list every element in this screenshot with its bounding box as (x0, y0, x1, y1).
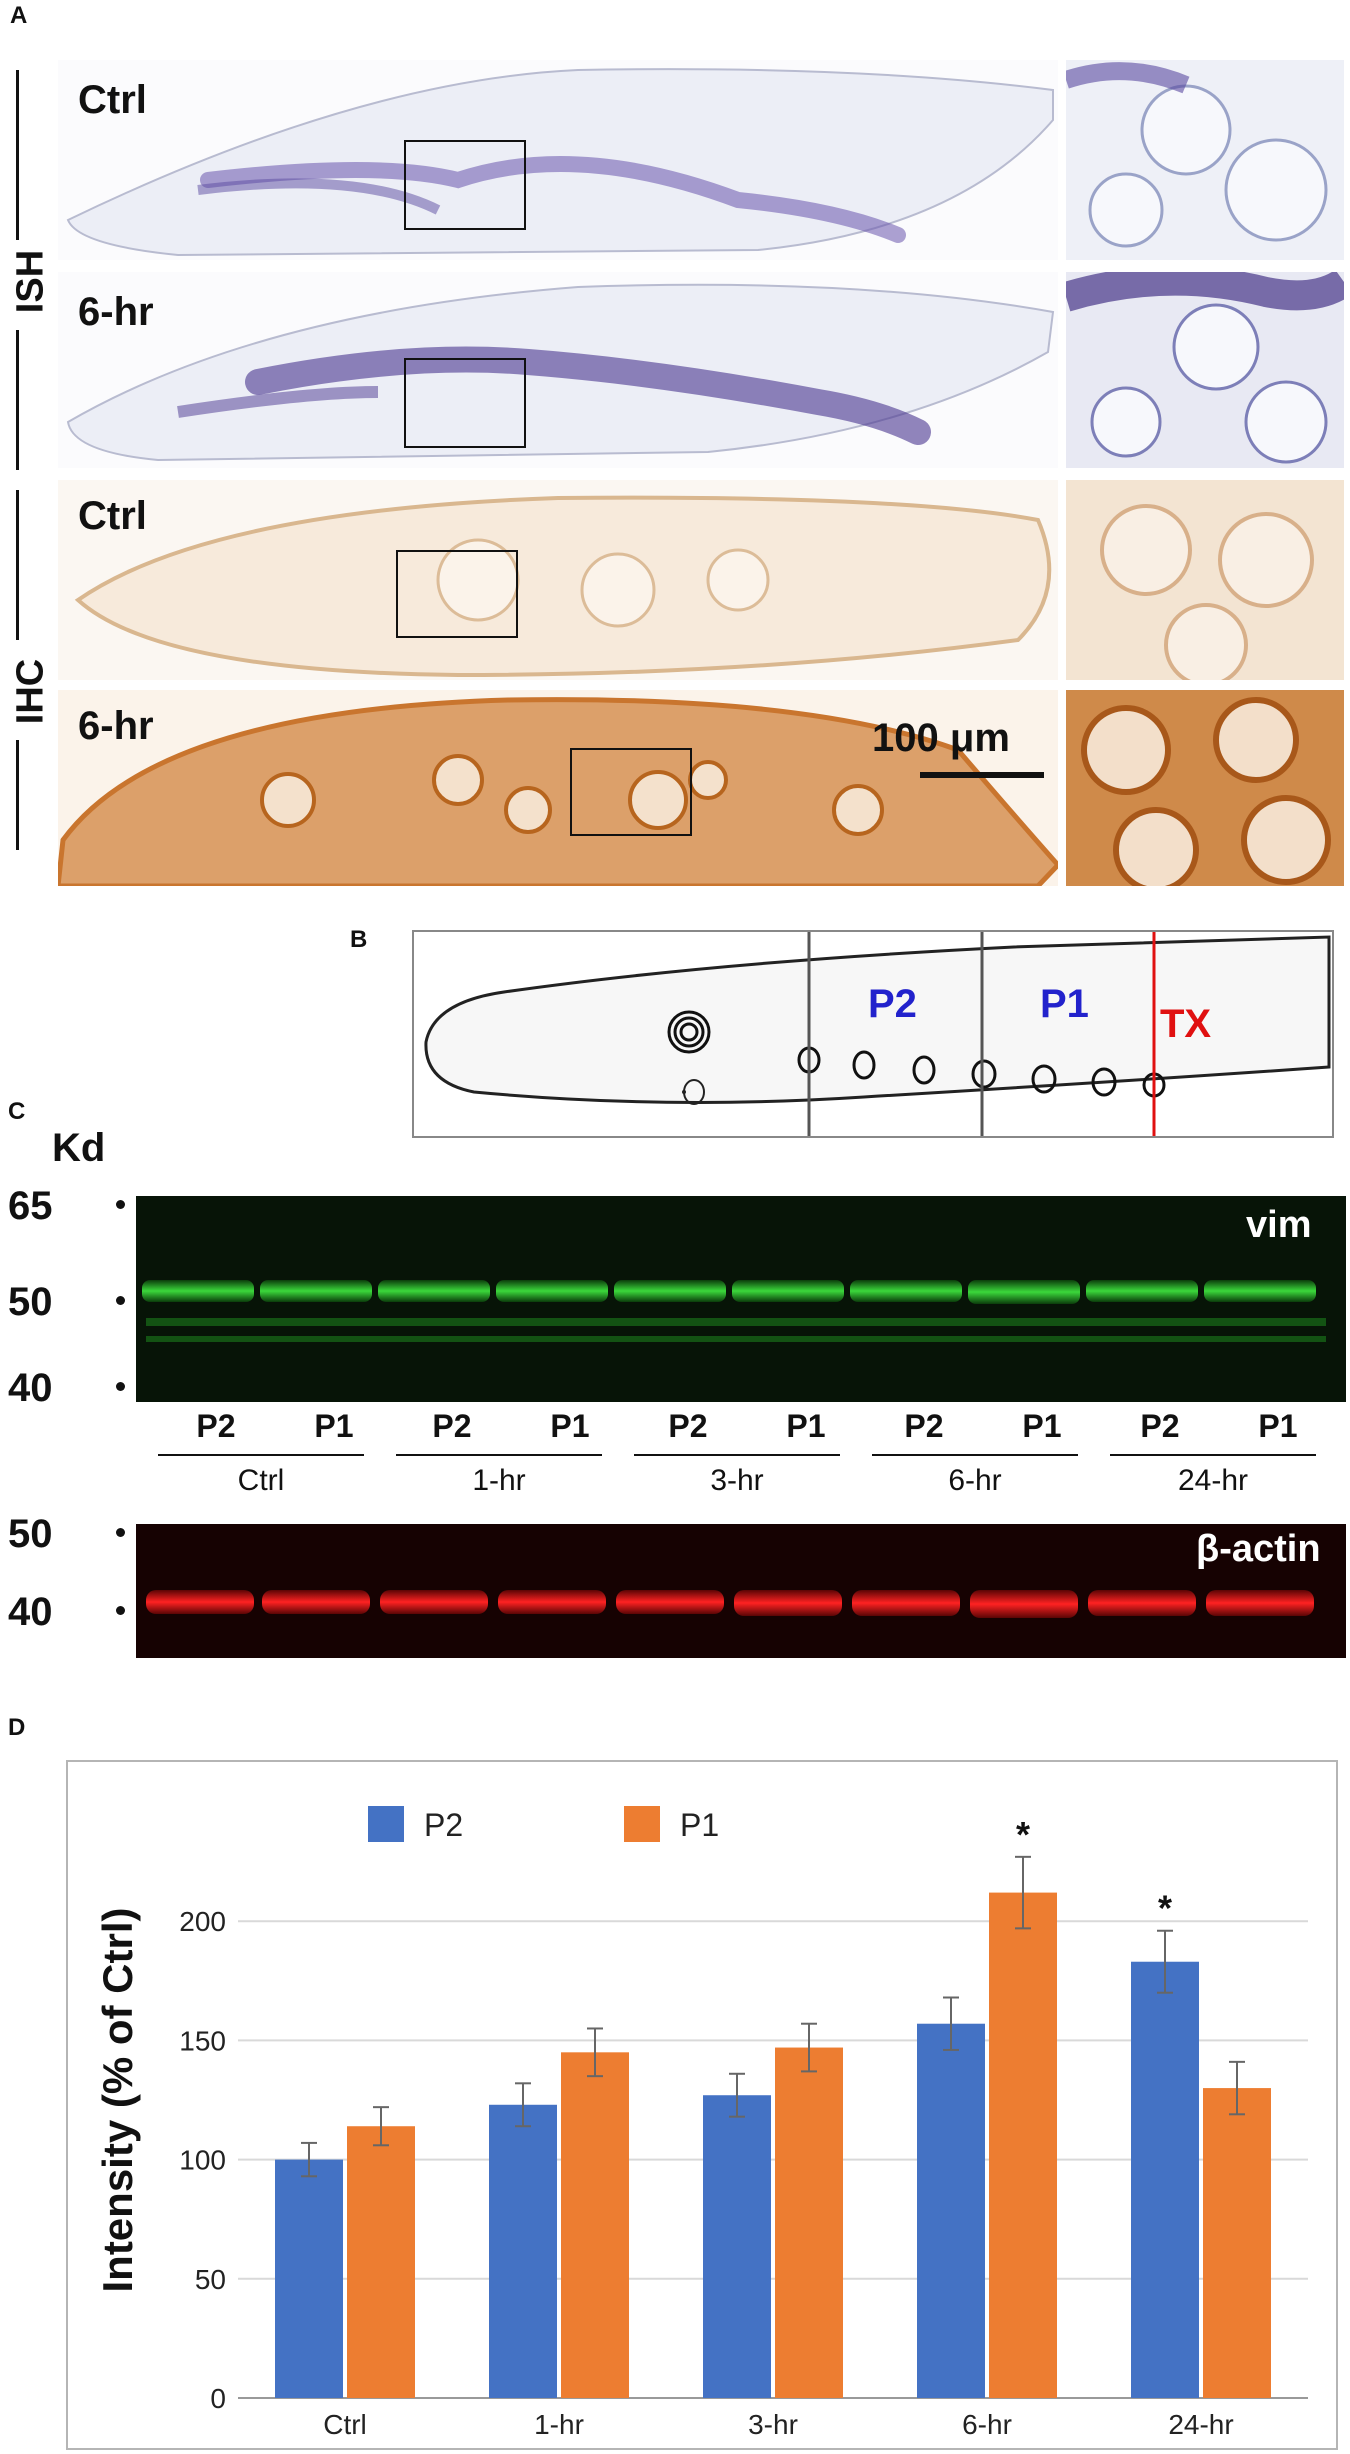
marker-dot (116, 1296, 125, 1305)
ihc-ctrl-label: Ctrl (78, 494, 147, 538)
ish-ctrl-inset-box (404, 140, 526, 230)
marker-dot (116, 1382, 125, 1391)
lane-label: P2 (1140, 1408, 1180, 1444)
group-underline (158, 1454, 364, 1456)
bar-chart: 0 50 100 150 200 Intensity (% of Ctrl) Ctrl 1-h… (94, 1806, 1308, 2440)
actin-western-blot (136, 1524, 1346, 1658)
bar-p1 (561, 2052, 629, 2398)
group-underline (634, 1454, 840, 1456)
lane-label: P2 (668, 1408, 708, 1444)
group-label: Ctrl (237, 1464, 285, 1497)
lane-label: P1 (1258, 1408, 1298, 1444)
vim-marker-65: 65 (8, 1184, 53, 1228)
group-label: 24-hr (1177, 1464, 1249, 1497)
ish-6hr-inset-box (404, 358, 526, 448)
bar-p2 (275, 2159, 343, 2398)
legend-swatch-p1 (624, 1806, 660, 1842)
bar-p1 (989, 1892, 1057, 2398)
ihc-6hr-inset-box (570, 748, 692, 836)
ihc-ctrl-image (58, 480, 1058, 680)
group-label: 6-hr (948, 1464, 1002, 1497)
ish-ctrl-image (58, 60, 1058, 260)
vim-marker-40: 40 (8, 1366, 53, 1410)
significance-star: * (1158, 1888, 1172, 1929)
group-underline (1110, 1454, 1316, 1456)
lane-label: P2 (904, 1408, 944, 1444)
bar-p2 (703, 2095, 771, 2398)
panel-b-letter: B (350, 926, 368, 953)
panel-a-letter: A (10, 2, 28, 29)
ihc-label: IHC (9, 658, 52, 725)
actin-marker-40: 40 (8, 1590, 53, 1634)
ihc-bracket-bottom (16, 740, 19, 850)
bar-p1 (1203, 2088, 1271, 2398)
bar-p2 (489, 2104, 557, 2398)
ihc-6hr-image (58, 690, 1058, 886)
vim-blot-label: vim (1246, 1204, 1312, 1246)
vim-western-blot (136, 1196, 1346, 1402)
y-axis-title: Intensity (% of Ctrl) (94, 1908, 141, 2293)
ish-ctrl-zoom-image (1066, 60, 1344, 260)
y-tick-label: 150 (179, 2025, 226, 2056)
ish-6hr-image (58, 272, 1058, 468)
bar-p1 (347, 2126, 415, 2398)
x-tick-label: 6-hr (962, 2409, 1012, 2440)
group-underline (872, 1454, 1078, 1456)
lane-label: P2 (196, 1408, 236, 1444)
lane-label: P1 (550, 1408, 590, 1444)
y-tick-label: 50 (195, 2264, 226, 2295)
lane-label: P2 (432, 1408, 472, 1444)
marker-dot (116, 1528, 125, 1537)
ihc-ctrl-inset-box (396, 550, 518, 638)
significance-star: * (1016, 1814, 1030, 1855)
bar-chart-frame: 0 50 100 150 200 Intensity (% of Ctrl) Ctrl 1-h… (66, 1760, 1338, 2450)
lane-label: P1 (1022, 1408, 1062, 1444)
ihc-bracket-top (16, 490, 19, 640)
bar-p1 (775, 2047, 843, 2398)
scale-bar-label: 100 μm (872, 716, 1010, 760)
bar-p2 (1131, 1961, 1199, 2398)
legend-swatch-p2 (368, 1806, 404, 1842)
lamprey-schematic (412, 930, 1334, 1138)
panel-d-letter: D (8, 1714, 26, 1741)
kd-axis-title: Kd (52, 1126, 106, 1170)
marker-dot (116, 1200, 125, 1209)
group-underline (396, 1454, 602, 1456)
p1-region-label: P1 (1040, 982, 1089, 1026)
ish-6hr-zoom-image (1066, 272, 1344, 468)
ihc-6hr-label: 6-hr (78, 704, 154, 748)
y-tick-label: 200 (179, 1906, 226, 1937)
scale-bar (920, 772, 1044, 778)
ish-6hr-label: 6-hr (78, 290, 154, 334)
lane-label: P1 (314, 1408, 354, 1444)
actin-blot-label: β-actin (1196, 1528, 1321, 1570)
legend-label: P2 (424, 1807, 463, 1843)
marker-dot (116, 1606, 125, 1615)
bar-p2 (917, 2023, 985, 2398)
x-tick-label: Ctrl (323, 2409, 367, 2440)
ihc-6hr-zoom-image (1066, 690, 1344, 886)
x-tick-label: 1-hr (534, 2409, 584, 2440)
tx-region-label: TX (1160, 1002, 1212, 1046)
legend-label: P1 (680, 1807, 719, 1843)
x-tick-label: 3-hr (748, 2409, 798, 2440)
y-tick-label: 100 (179, 2145, 226, 2176)
y-tick-label: 0 (210, 2383, 226, 2414)
lane-label: P1 (786, 1408, 826, 1444)
vim-marker-50: 50 (8, 1280, 53, 1324)
group-label: 3-hr (710, 1464, 764, 1497)
actin-marker-50: 50 (8, 1512, 53, 1556)
ish-bracket-top (16, 70, 19, 240)
ish-label: ISH (9, 249, 52, 314)
group-label: 1-hr (472, 1464, 526, 1497)
panel-c-letter: C (8, 1098, 26, 1125)
ish-bracket-bottom (16, 330, 19, 470)
x-tick-label: 24-hr (1168, 2409, 1233, 2440)
ish-ctrl-label: Ctrl (78, 78, 147, 122)
ihc-ctrl-zoom-image (1066, 480, 1344, 680)
p2-region-label: P2 (868, 982, 917, 1026)
